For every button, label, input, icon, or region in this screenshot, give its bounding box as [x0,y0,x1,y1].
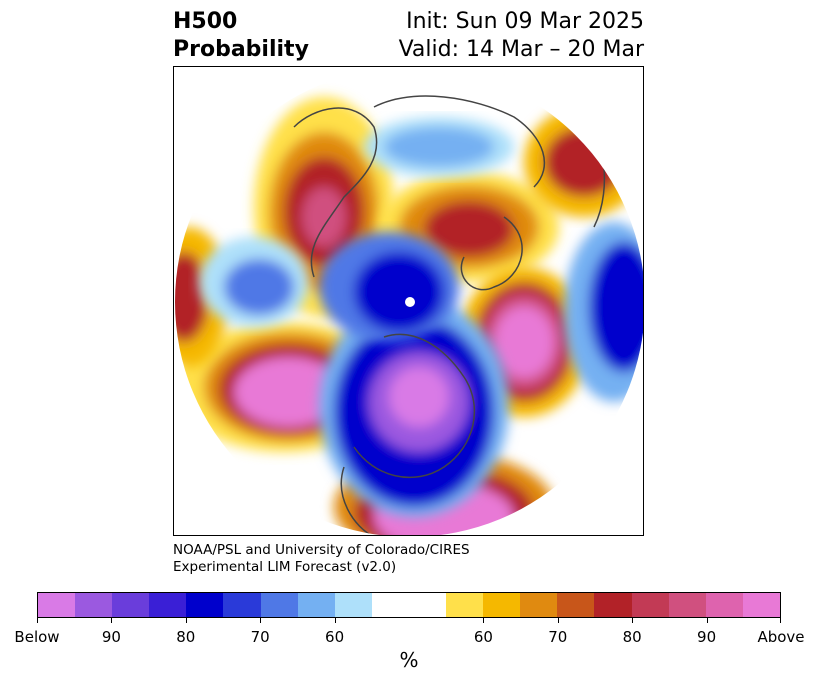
colorbar-tick-mark [37,618,38,623]
colorbar-tick-mark [111,618,113,623]
colorbar-tick-label: 70 [548,628,568,646]
colorbar-tick-label: 90 [697,628,717,646]
north-pole-marker [405,297,415,307]
colorbar-swatch [408,593,447,617]
colorbar-swatch [631,593,669,617]
colorbar-swatch [668,593,706,617]
probability-map [173,66,644,536]
colorbar-swatch [520,593,558,617]
colorbar-swatch [446,593,484,617]
colorbar-tick-label: 80 [622,628,642,646]
colorbar-tick-mark [780,618,781,623]
below-anomaly-atlantic-west [199,237,309,327]
colorbar-tick-label: 60 [325,628,345,646]
colorbar-swatch [260,593,298,617]
colorbar-tick-mark [334,618,336,623]
colorbar-swatch [149,593,187,617]
colorbar-swatch [483,593,521,617]
colorbar-tick-label: Below [14,628,60,646]
above-anomaly-asia-east [524,107,643,217]
colorbar-swatch [557,593,595,617]
colorbar-tick-mark [557,618,559,623]
credit-line-1: NOAA/PSL and University of Colorado/CIRE… [173,542,470,558]
colorbar-tick-mark [706,618,708,623]
title-line-2: Probability [173,37,309,62]
colorbar-swatch [38,593,76,617]
colorbar-tick-mark [483,618,485,623]
polar-map-svg [175,67,643,535]
colorbar-swatch [742,593,780,617]
credit-text: NOAA/PSL and University of Colorado/CIRE… [173,542,470,576]
colorbar-tick-mark [260,618,262,623]
colorbar [37,592,781,618]
forecast-dates: Init: Sun 09 Mar 2025 Valid: 14 Mar – 20… [399,8,644,64]
colorbar-swatch [223,593,261,617]
colorbar-tick-label: 90 [101,628,121,646]
colorbar-swatch [186,593,224,617]
colorbar-swatch [75,593,113,617]
colorbar-swatch [112,593,150,617]
colorbar-tick-label: 60 [473,628,493,646]
colorbar-swatch [371,593,409,617]
colorbar-tick-label: Above [757,628,805,646]
map-title: H500 Probability [173,8,309,64]
below-anomaly-pole [319,232,459,342]
below-anomaly-arctic-ocean [364,117,514,177]
colorbar-swatch [334,593,372,617]
colorbar-swatch [594,593,632,617]
credit-line-2: Experimental LIM Forecast (v2.0) [173,559,397,575]
colorbar-tick-mark [632,618,634,623]
valid-range: Valid: 14 Mar – 20 Mar [398,37,644,62]
colorbar-tick-label: 70 [250,628,270,646]
colorbar-swatch [705,593,743,617]
colorbar-unit: % [399,648,419,672]
init-date: Init: Sun 09 Mar 2025 [406,9,644,34]
colorbar-tick-label: 80 [176,628,196,646]
title-line-1: H500 [173,9,238,34]
colorbar-swatch [297,593,335,617]
colorbar-tick-mark [185,618,187,623]
